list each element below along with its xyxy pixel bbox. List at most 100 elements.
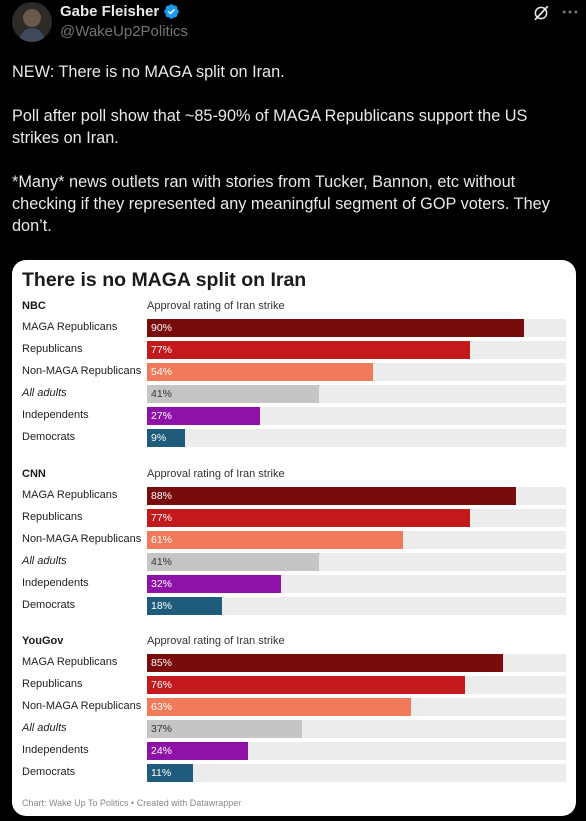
bar-track: 18% [147,597,566,615]
bar: 37% [147,720,303,738]
grok-icon[interactable] [532,4,550,22]
bar-track: 32% [147,575,566,593]
bar-value-label: 76% [151,679,173,691]
bar-track: 61% [147,531,566,549]
bar: 32% [147,575,282,593]
bar: 41% [147,385,319,403]
bar-track: 76% [147,676,566,694]
category-label: Republicans [22,678,83,690]
category-label: Independents [22,577,89,589]
bar: 77% [147,509,470,527]
category-label: MAGA Republicans [22,656,118,668]
bar-row: Republicans 77% [12,341,576,359]
bar-value-label: 63% [151,701,173,713]
bar-track: 77% [147,509,566,527]
bar-value-label: 24% [151,745,173,757]
bar-row: Democrats 9% [12,429,576,447]
category-label: All adults [22,722,67,734]
author-handle[interactable]: @WakeUp2Politics [60,23,189,40]
bar-row: All adults 37% [12,720,576,738]
bar-row: Democrats 11% [12,764,576,782]
bar-row: All adults 41% [12,385,576,403]
author-display-name[interactable]: Gabe Fleisher [60,3,160,20]
bar-row: MAGA Republicans 88% [12,487,576,505]
chart-footer: Chart: Wake Up To Politics • Created wit… [22,798,242,808]
bar-row: Independents 32% [12,575,576,593]
bar-track: 41% [147,553,566,571]
bar: 61% [147,531,403,549]
bar-value-label: 77% [151,344,173,356]
avatar[interactable] [12,2,52,42]
bar-track: 37% [147,720,566,738]
bar-track: 77% [147,341,566,359]
bar-row: MAGA Republicans 85% [12,654,576,672]
category-label: Non-MAGA Republicans [22,365,142,377]
bar-value-label: 77% [151,512,173,524]
bar-value-label: 18% [151,600,173,612]
bar-value-label: 32% [151,578,173,590]
bar: 76% [147,676,466,694]
bar-track: 90% [147,319,566,337]
category-label: MAGA Republicans [22,321,118,333]
bar: 27% [147,407,261,425]
category-label: Democrats [22,599,76,611]
bar-row: Democrats 18% [12,597,576,615]
bar: 77% [147,341,470,359]
bar-track: 63% [147,698,566,716]
bar-row: Non-MAGA Republicans 54% [12,363,576,381]
bar-value-label: 54% [151,366,173,378]
bar-row: Republicans 76% [12,676,576,694]
bar-track: 24% [147,742,566,760]
bar-value-label: 41% [151,388,173,400]
bar-track: 85% [147,654,566,672]
category-label: Republicans [22,343,83,355]
category-label: Non-MAGA Republicans [22,700,142,712]
bar-row: Republicans 77% [12,509,576,527]
tweet-header: Gabe Fleisher @WakeUp2Politics [0,0,586,50]
bar-value-label: 90% [151,322,173,334]
bar-track: 11% [147,764,566,782]
pollster-label: NBC [22,300,46,312]
bar-value-label: 9% [151,432,167,444]
bar: 9% [147,429,185,447]
bar-track: 9% [147,429,566,447]
category-label: Independents [22,744,89,756]
category-label: Independents [22,409,89,421]
bar-value-label: 41% [151,556,173,568]
bar: 41% [147,553,319,571]
category-label: All adults [22,555,67,567]
pollster-label: CNN [22,468,46,480]
more-options-icon[interactable] [560,2,580,22]
bar: 88% [147,487,516,505]
category-label: Democrats [22,766,76,778]
column-sublabel: Approval rating of Iran strike [147,635,285,647]
bar: 85% [147,654,504,672]
bar: 54% [147,363,374,381]
chart-image[interactable]: There is no MAGA split on Iran Chart: Wa… [12,260,576,816]
bar-value-label: 11% [151,767,172,779]
bar-value-label: 85% [151,657,173,669]
verified-badge-icon [164,4,179,19]
tweet-paragraph: Poll after poll show that ~85-90% of MAG… [12,107,528,147]
category-label: Republicans [22,511,83,523]
bar-value-label: 61% [151,534,173,546]
bar-track: 54% [147,363,566,381]
bar-track: 41% [147,385,566,403]
bar-row: MAGA Republicans 90% [12,319,576,337]
bar-track: 88% [147,487,566,505]
bar: 24% [147,742,248,760]
chart-title: There is no MAGA split on Iran [22,269,307,291]
bar: 90% [147,319,525,337]
category-label: Non-MAGA Republicans [22,533,142,545]
tweet-paragraph: NEW: There is no MAGA split on Iran. [12,63,285,81]
pollster-label: YouGov [22,635,64,647]
category-label: All adults [22,387,67,399]
bar-value-label: 37% [151,723,173,735]
tweet-paragraph: *Many* news outlets ran with stories fro… [12,173,550,235]
bar: 18% [147,597,223,615]
category-label: MAGA Republicans [22,489,118,501]
bar-row: Independents 27% [12,407,576,425]
bar-track: 27% [147,407,566,425]
category-label: Democrats [22,431,76,443]
bar-value-label: 88% [151,490,173,502]
